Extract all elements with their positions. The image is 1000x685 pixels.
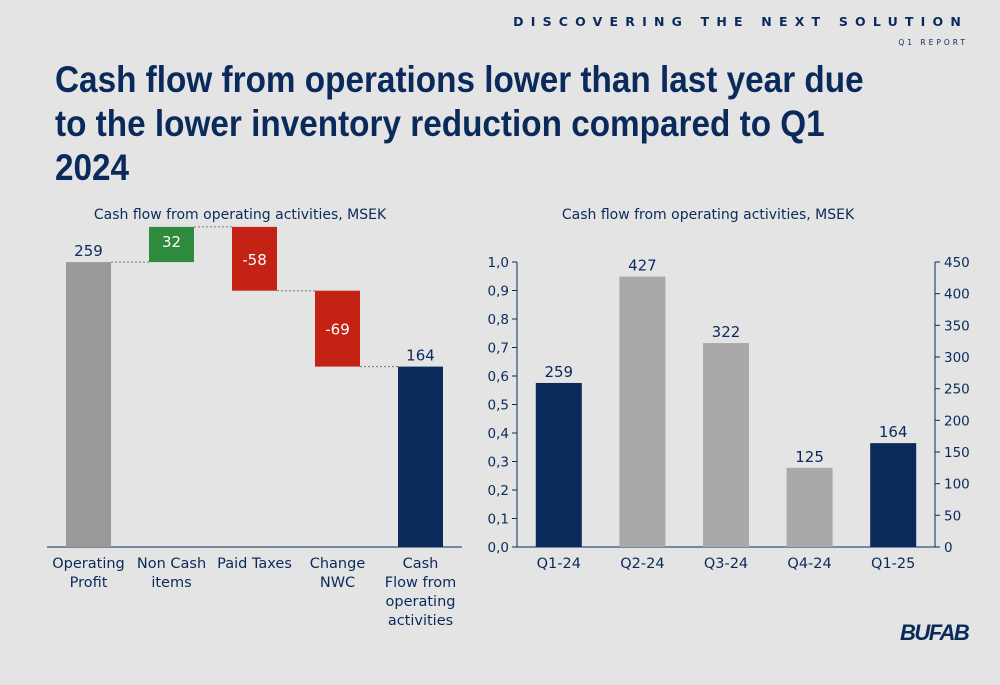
waterfall-category-label: activities xyxy=(388,613,453,629)
quarter-category-label: Q4-24 xyxy=(787,556,831,572)
left-axis-tick-label: 0,9 xyxy=(488,284,509,300)
left-axis-tick-label: 0,3 xyxy=(488,455,509,471)
waterfall-category-label: Profit xyxy=(70,575,108,591)
right-axis-tick-label: 350 xyxy=(944,318,970,334)
quarter-value-label: 259 xyxy=(544,363,573,381)
tagline: DISCOVERING THE NEXT SOLUTION xyxy=(513,14,968,29)
waterfall-category-label: Cash xyxy=(403,556,439,572)
left-axis-tick-label: 0,0 xyxy=(488,540,509,556)
right-axis-tick-label: 200 xyxy=(944,413,970,429)
waterfall-chart-title: Cash flow from operating activities, MSE… xyxy=(94,207,387,223)
right-axis-tick-label: 150 xyxy=(944,445,970,461)
left-axis-tick-label: 0,7 xyxy=(488,341,509,357)
quarter-category-label: Q2-24 xyxy=(620,556,664,572)
left-axis-tick-label: 0,8 xyxy=(488,312,509,328)
waterfall-category-label: operating xyxy=(386,594,456,610)
left-axis-tick-label: 0,4 xyxy=(488,426,509,442)
quarter-bar-Q1-24 xyxy=(535,382,582,547)
left-axis-tick-label: 0,2 xyxy=(488,483,509,499)
left-axis-tick-label: 1,0 xyxy=(488,255,509,271)
waterfall-category-label: Operating xyxy=(52,556,125,572)
right-axis-tick-label: 300 xyxy=(944,350,970,366)
waterfall-bar-1 xyxy=(66,262,111,547)
waterfall-bar-4 xyxy=(315,290,360,367)
waterfall-category-label: items xyxy=(151,575,191,591)
waterfall-chart: 259 Operating Profit 32 Non Cash items -58 Paid… xyxy=(47,226,462,629)
quarter-bar-Q4-24 xyxy=(786,467,833,547)
quarter-value-label: 322 xyxy=(712,323,741,341)
left-axis-tick-label: 0,5 xyxy=(488,398,509,414)
waterfall-value-label: 164 xyxy=(406,347,435,365)
right-axis-tick-label: 250 xyxy=(944,382,970,398)
right-axis-tick-label: 450 xyxy=(944,255,970,271)
quarter-bar-Q2-24 xyxy=(619,276,666,547)
quarter-category-label: Q1-25 xyxy=(871,556,915,572)
quarter-value-label: 427 xyxy=(628,257,657,275)
bar-chart-title: Cash flow from operating activities, MSE… xyxy=(562,207,855,223)
waterfall-value-label: 259 xyxy=(74,242,103,260)
bufab-logo: BUFAB xyxy=(900,620,970,645)
quarter-value-label: 125 xyxy=(795,448,824,466)
page-title: Cash flow from operations lower than las… xyxy=(55,59,864,188)
quarter-bar-Q3-24 xyxy=(703,343,749,547)
waterfall-category-label: Flow from xyxy=(385,575,456,591)
waterfall-category-label: Paid Taxes xyxy=(217,556,292,572)
quarter-value-label: 164 xyxy=(879,423,908,441)
quarter-bar-Q1-25 xyxy=(870,443,917,547)
left-axis-tick-label: 0,6 xyxy=(488,369,509,385)
right-axis-tick-label: 400 xyxy=(944,287,970,303)
right-axis-tick-label: 100 xyxy=(944,477,970,493)
waterfall-category-label: Non Cash xyxy=(137,556,206,572)
waterfall-value-label: -69 xyxy=(325,321,350,339)
quarter-category-label: Q1-24 xyxy=(537,556,581,572)
waterfall-value-label: -58 xyxy=(242,251,267,269)
right-axis-tick-label: 0 xyxy=(944,540,953,556)
left-axis-tick-label: 0,1 xyxy=(488,512,509,528)
quarter-category-label: Q3-24 xyxy=(704,556,748,572)
waterfall-bar-2 xyxy=(149,226,194,263)
waterfall-bar-3 xyxy=(232,226,277,291)
waterfall-value-label: 32 xyxy=(162,233,181,251)
right-axis-tick-label: 50 xyxy=(944,508,961,524)
waterfall-category-label: Change xyxy=(310,556,366,572)
quarterly-bar-chart: 0,0 0,1 0,2 0,3 0,4 0,5 0,6 0,7 0,8 0,9 1,0 0 50 100 1… xyxy=(488,255,970,572)
waterfall-bar-5 xyxy=(398,366,443,547)
waterfall-category-label: NWC xyxy=(320,575,355,591)
report-label: Q1 REPORT xyxy=(898,38,968,47)
